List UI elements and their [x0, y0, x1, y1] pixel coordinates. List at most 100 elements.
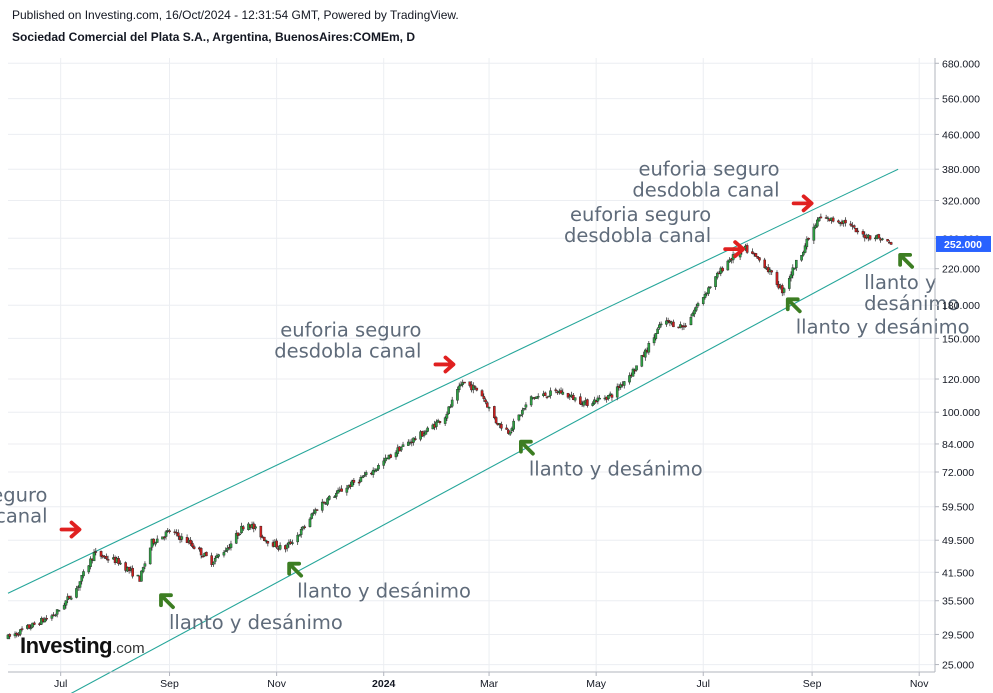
annotation-line: llanto y desánimo — [529, 458, 703, 481]
green-arrow-icon — [159, 593, 175, 610]
candle-body — [6, 634, 10, 639]
candle-body — [644, 349, 647, 358]
candle-body — [591, 403, 594, 406]
y-tick-label: 35.500 — [942, 596, 974, 608]
candle-body — [789, 274, 793, 279]
candle-body — [438, 421, 442, 423]
candle-body — [763, 259, 766, 268]
candle-body — [782, 288, 786, 293]
annotation-text: llanto y desánimo — [297, 580, 471, 603]
candle-body — [826, 217, 830, 220]
candle-body — [802, 251, 805, 256]
candle-body — [278, 545, 282, 550]
candle-body — [105, 555, 108, 559]
candle-body — [868, 235, 872, 240]
candle-body — [598, 397, 601, 400]
candle-body — [480, 390, 484, 397]
x-tick-label: Sep — [160, 678, 179, 690]
candle-body — [31, 622, 34, 628]
candle-body — [449, 406, 452, 408]
candle-body — [573, 397, 577, 401]
candle-body — [665, 320, 668, 325]
annotation-text: llanto y desánimo — [796, 315, 970, 338]
candle-body — [426, 427, 429, 432]
candle-body — [475, 387, 479, 391]
candle-body — [320, 501, 324, 511]
candle-body — [375, 468, 378, 471]
candle-body — [707, 287, 710, 294]
x-axis[interactable]: Jul Sep Nov 2024 Mar May Jul Sep Nov — [8, 671, 935, 690]
candle-body — [889, 242, 893, 245]
candle-body — [696, 303, 700, 307]
green-arrow-icon — [785, 297, 802, 314]
candle-body — [141, 567, 145, 572]
candle-body — [164, 531, 168, 537]
candle-body — [831, 217, 835, 222]
candle-body — [20, 628, 24, 630]
candle-body — [89, 558, 92, 567]
y-tick-label: 460.000 — [942, 129, 980, 141]
red-arrow-icon — [791, 194, 814, 213]
annotation-line: desdobla canal — [274, 339, 421, 362]
candle-body — [471, 385, 475, 391]
candle-body — [658, 324, 661, 329]
candle-body — [285, 544, 289, 549]
candle-body — [136, 574, 140, 577]
green-arrow-icon — [519, 439, 535, 456]
candle-body — [817, 217, 821, 222]
y-axis[interactable]: 680.000560.000460.000380.000320.000260.0… — [8, 58, 991, 672]
candle-body — [252, 523, 256, 529]
investing-logo: Investing.com — [20, 633, 145, 659]
candle-body — [607, 395, 610, 399]
candle-body — [406, 441, 410, 446]
annotation-line: desdobla canal — [632, 178, 779, 201]
candle-body — [213, 557, 217, 562]
candle-body — [124, 562, 127, 571]
candle-body — [529, 396, 533, 406]
candle-body — [64, 600, 68, 606]
annotation-line: desdobla canal — [564, 224, 711, 247]
candle-body — [807, 237, 810, 240]
candle-body — [547, 395, 551, 398]
candle-body — [55, 609, 59, 615]
candle-body — [384, 457, 387, 462]
candle-body — [586, 399, 589, 406]
candle-body — [313, 509, 317, 514]
candle-body — [447, 406, 450, 414]
annotation-line: llanto y desánimo — [796, 315, 970, 338]
candle-body — [234, 533, 238, 544]
candle-body — [296, 534, 299, 543]
candle-body — [450, 399, 454, 407]
candle-body — [299, 529, 303, 535]
y-tick-label: 59.500 — [942, 502, 974, 514]
y-tick-label: 560.000 — [942, 94, 980, 106]
candle-body — [389, 454, 393, 458]
candle-body — [714, 276, 717, 288]
candle-body — [68, 595, 71, 599]
x-tick-label: Nov — [910, 678, 929, 690]
candle-body — [791, 267, 795, 276]
candle-body — [310, 513, 314, 519]
candle-body — [445, 413, 449, 419]
x-tick-label: May — [586, 678, 607, 690]
candle-body — [143, 563, 147, 567]
y-tick-label: 41.500 — [942, 567, 974, 579]
candle-body — [335, 492, 338, 497]
candle-body — [457, 385, 461, 391]
candle-body — [856, 230, 860, 233]
published-line: Published on Investing.com, 16/Oct/2024 … — [12, 8, 459, 22]
candle-body — [684, 325, 687, 327]
candle-body — [459, 384, 463, 386]
candle-body — [619, 384, 623, 388]
candle-body — [812, 226, 816, 241]
candle-body — [54, 614, 57, 617]
candle-body — [94, 551, 98, 553]
candle-body — [69, 597, 73, 600]
x-tick-label: 2024 — [372, 678, 396, 690]
candle-body — [596, 397, 600, 402]
candle-body — [508, 431, 512, 435]
candle-body — [327, 495, 331, 500]
annotation-line: euforia seguro — [0, 484, 47, 507]
candle-body — [27, 624, 31, 629]
